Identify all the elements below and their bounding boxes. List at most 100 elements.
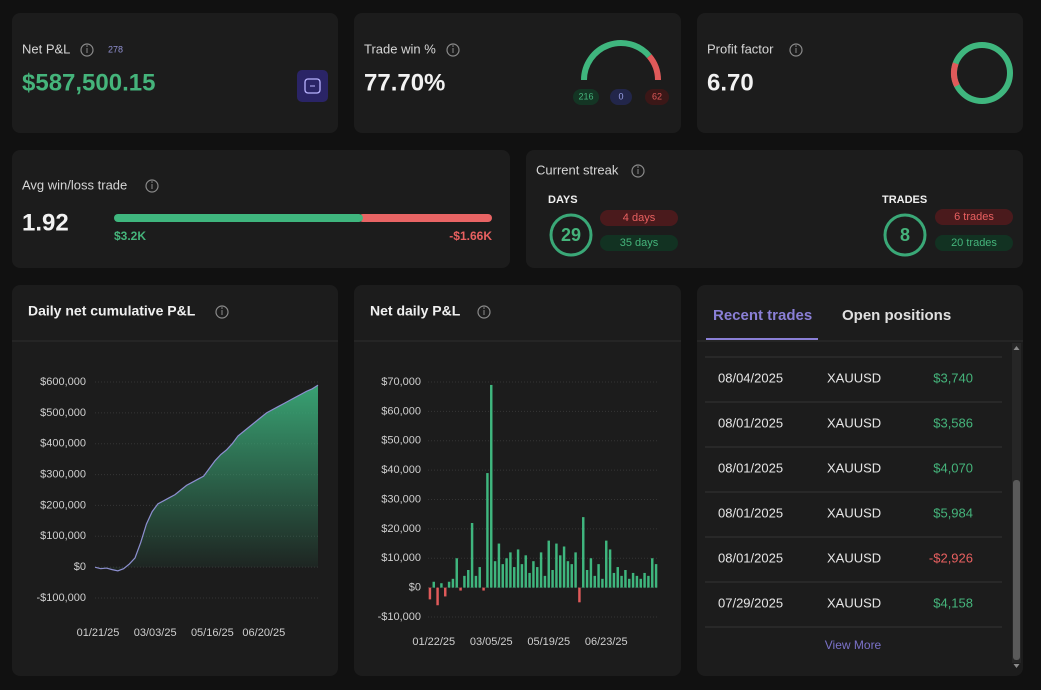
bar — [628, 578, 631, 588]
bar — [463, 575, 466, 588]
x-tick-label: 05/19/25 — [527, 636, 570, 648]
bar — [608, 549, 612, 588]
bar — [436, 587, 439, 606]
chart-title: Daily net cumulative P&L — [28, 303, 196, 319]
trades-table: 08/04/2025 XAUUSD $3,740 08/01/2025 XAUUSD $3… — [705, 356, 1002, 628]
bar — [562, 546, 566, 588]
bar — [647, 575, 650, 588]
info-icon — [80, 43, 94, 57]
y-tick-label: $40,000 — [381, 464, 421, 476]
view-more[interactable]: View More — [825, 638, 882, 652]
y-tick-label: $0 — [409, 582, 421, 594]
info-icon — [477, 305, 491, 319]
x-tick-label: 05/16/25 — [191, 627, 234, 639]
scroll-thumb[interactable] — [1013, 480, 1020, 660]
pill — [935, 235, 1013, 251]
wins-count: 216 — [578, 91, 593, 101]
bar — [605, 540, 608, 588]
chart-title: Net daily P&L — [370, 303, 461, 319]
donut-loss — [951, 62, 960, 87]
bar — [455, 558, 458, 588]
bar — [570, 564, 573, 588]
streak-ring — [549, 213, 593, 257]
bar — [509, 552, 512, 588]
bar — [444, 587, 447, 597]
area-line — [94, 384, 319, 572]
bar — [524, 555, 527, 588]
x-tick-label: 06/20/25 — [242, 627, 285, 639]
calendar-button[interactable] — [297, 70, 328, 102]
y-tick-label: -$100,000 — [36, 592, 86, 604]
gauge-wins — [581, 40, 652, 81]
x-tick-label: 03/05/25 — [470, 636, 513, 648]
tab[interactable]: Open positions — [842, 307, 951, 324]
pill — [645, 89, 669, 105]
bar — [532, 561, 535, 588]
bar — [447, 581, 451, 588]
trade-symbol: XAUUSD — [827, 595, 881, 610]
y-tick-label: $600,000 — [40, 376, 86, 388]
trade-count: 278 — [108, 44, 123, 54]
y-tick-label: $100,000 — [40, 530, 86, 542]
card — [354, 13, 681, 133]
pill — [610, 89, 632, 105]
bar — [593, 575, 596, 588]
streak-trades: 8 — [900, 225, 910, 245]
win-streak: 20 trades — [951, 237, 997, 249]
bar — [497, 543, 501, 588]
losses-count: 62 — [652, 91, 662, 101]
bar — [631, 572, 635, 588]
y-tick-label: $60,000 — [381, 405, 421, 417]
pill — [600, 210, 678, 226]
bar — [486, 473, 489, 588]
loss-streak: 4 days — [623, 212, 656, 224]
x-tick-label: 01/21/25 — [77, 627, 120, 639]
bar — [528, 572, 531, 588]
trade-symbol: XAUUSD — [827, 505, 881, 520]
pill — [573, 89, 599, 105]
bar — [612, 572, 616, 588]
info-icon — [215, 305, 229, 319]
y-tick-label: $20,000 — [381, 523, 421, 535]
card-label: Trade win % — [364, 41, 436, 56]
bar — [547, 540, 550, 588]
bar — [639, 578, 642, 588]
win-streak: 35 days — [620, 237, 659, 249]
avg-ratio-value: 1.92 — [22, 209, 69, 236]
bar — [451, 578, 455, 588]
trade-date: 08/01/2025 — [718, 415, 783, 430]
bar — [478, 567, 481, 588]
card — [697, 285, 1023, 676]
tab-active[interactable]: Recent trades — [713, 307, 812, 324]
avg-win: $3.2K — [114, 229, 146, 243]
bar — [459, 587, 462, 591]
y-tick-label: $0 — [74, 561, 86, 573]
bar — [440, 583, 443, 588]
trade-symbol: XAUUSD — [827, 460, 881, 475]
trade-pnl: -$2,926 — [929, 550, 973, 565]
streak-days: 29 — [561, 225, 581, 245]
card-label: Current streak — [536, 162, 619, 177]
card — [12, 150, 510, 268]
bar — [566, 561, 570, 588]
bar — [543, 575, 547, 588]
bar — [428, 587, 432, 600]
bar — [643, 572, 646, 588]
avg-loss-bar — [358, 214, 492, 222]
info-icon — [446, 43, 460, 57]
bar — [432, 581, 435, 588]
y-tick-label: $200,000 — [40, 499, 86, 511]
profit-factor-value: 6.70 — [707, 69, 754, 96]
card — [12, 285, 338, 676]
x-tick-label: 06/23/25 — [585, 636, 628, 648]
info-icon — [145, 179, 159, 193]
bar — [616, 567, 619, 588]
bar — [582, 517, 585, 588]
streak-heading: DAYS — [548, 194, 578, 206]
bar — [635, 575, 639, 588]
card-label: Net P&L — [22, 41, 70, 56]
bar — [474, 575, 478, 588]
y-tick-label: $300,000 — [40, 468, 86, 480]
bar — [482, 587, 485, 591]
bar — [501, 564, 504, 588]
